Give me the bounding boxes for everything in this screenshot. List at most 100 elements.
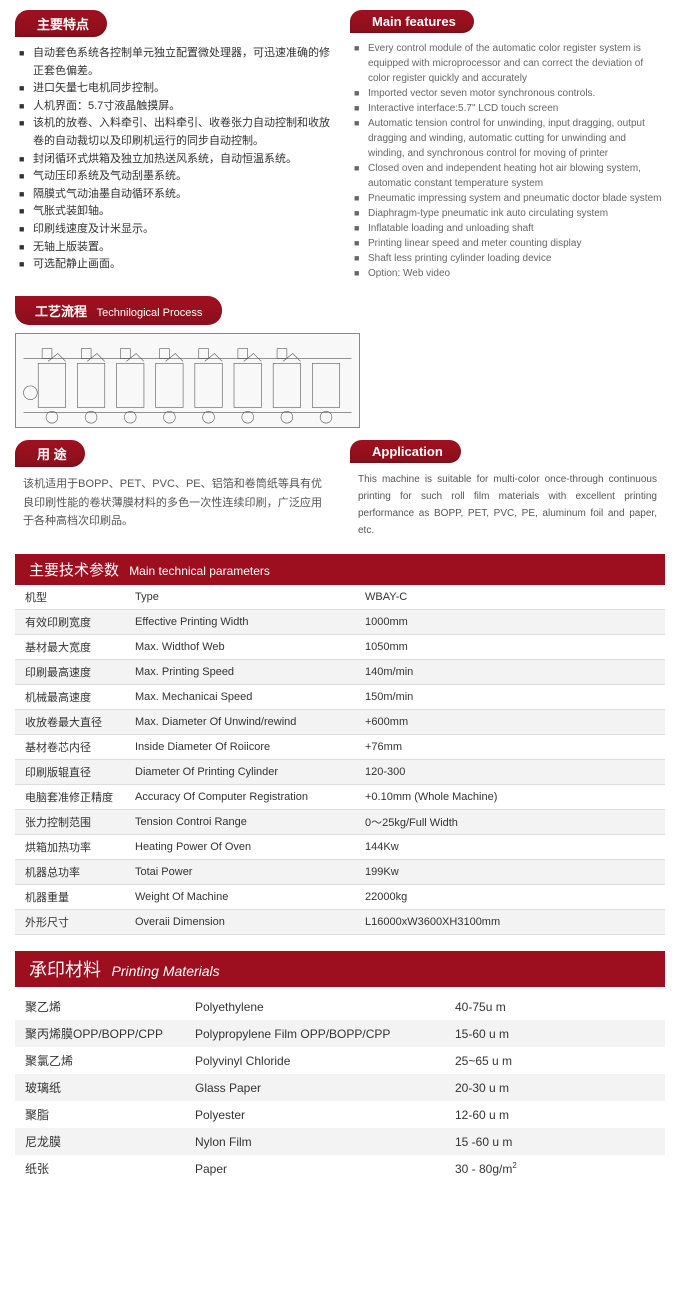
material-cn: 聚乙烯	[15, 993, 185, 1020]
param-row: 烘箱加热功率Heating Power Of Oven144Kw	[15, 835, 665, 860]
material-row: 聚氯乙烯Polyvinyl Chloride25~65 u m	[15, 1047, 665, 1074]
material-row: 聚脂Polyester12-60 u m	[15, 1101, 665, 1128]
process-header-cn: 工艺流程	[35, 304, 87, 319]
param-en: Max. Diameter Of Unwind/rewind	[125, 710, 355, 735]
features-cn-header: 主要特点	[15, 10, 107, 37]
param-row: 外形尺寸Overaii DimensionL16000xW3600XH3100m…	[15, 910, 665, 935]
param-val: 1050mm	[355, 635, 665, 660]
materials-header-cn: 承印材料	[29, 960, 101, 980]
param-en: Max. Printing Speed	[125, 660, 355, 685]
material-cn: 玻璃纸	[15, 1074, 185, 1101]
feature-en-item: Shaft less printing cylinder loading dev…	[354, 251, 665, 266]
param-val: 1000mm	[355, 610, 665, 635]
param-en: Max. Mechanicai Speed	[125, 685, 355, 710]
feature-cn-item: 隔膜式气动油墨自动循环系统。	[19, 186, 330, 204]
application-text: This machine is suitable for multi-color…	[350, 471, 665, 539]
material-en: Polyethylene	[185, 993, 445, 1020]
param-val: 22000kg	[355, 885, 665, 910]
param-row: 收放卷最大直径Max. Diameter Of Unwind/rewind+60…	[15, 710, 665, 735]
param-val: 140m/min	[355, 660, 665, 685]
material-cn: 纸张	[15, 1155, 185, 1182]
param-row: 印刷最高速度Max. Printing Speed140m/min	[15, 660, 665, 685]
usage-text: 该机适用于BOPP、PET、PVC、PE、铝箔和卷筒纸等具有优良印刷性能的卷状薄…	[15, 475, 330, 531]
product-spec-page: 主要特点 自动套色系统各控制单元独立配置微处理器，可迅速准确的修正套色偏差。进口…	[0, 0, 680, 1192]
material-en: Glass Paper	[185, 1074, 445, 1101]
feature-cn-item: 该机的放卷、入料牵引、出料牵引、收卷张力自动控制和收放卷的自动裁切以及印刷机运行…	[19, 115, 330, 150]
feature-cn-item: 气胀式装卸轴。	[19, 203, 330, 221]
param-row: 机械最高速度Max. Mechanicai Speed150m/min	[15, 685, 665, 710]
material-cn: 聚脂	[15, 1101, 185, 1128]
param-row: 基材最大宽度Max. Widthof Web1050mm	[15, 635, 665, 660]
param-val: WBAY-C	[355, 585, 665, 610]
param-cn: 印刷最高速度	[15, 660, 125, 685]
material-row: 聚乙烯Polyethylene40-75u m	[15, 993, 665, 1020]
param-row: 张力控制范围Tension Controi Range0～25kg/Full W…	[15, 810, 665, 835]
param-val: 120-300	[355, 760, 665, 785]
param-val: +76mm	[355, 735, 665, 760]
process-diagram	[15, 333, 360, 428]
materials-header-en: Printing Materials	[112, 963, 220, 979]
usage-cn-col: 用 途 该机适用于BOPP、PET、PVC、PE、铝箔和卷筒纸等具有优良印刷性能…	[15, 440, 330, 539]
param-en: Totai Power	[125, 860, 355, 885]
param-row: 基材卷芯内径Inside Diameter Of Roiicore+76mm	[15, 735, 665, 760]
materials-header: 承印材料 Printing Materials	[15, 951, 665, 987]
features-en-col: Main features Every control module of th…	[350, 10, 665, 281]
feature-cn-item: 进口矢量七电机同步控制。	[19, 80, 330, 98]
material-row: 聚丙烯膜OPP/BOPP/CPPPolypropylene Film OPP/B…	[15, 1020, 665, 1047]
material-en: Polyvinyl Chloride	[185, 1047, 445, 1074]
param-row: 机器重量Weight Of Machine22000kg	[15, 885, 665, 910]
param-val: 144Kw	[355, 835, 665, 860]
params-header-en: Main technical parameters	[129, 564, 270, 578]
param-en: Type	[125, 585, 355, 610]
feature-cn-item: 人机界面：5.7寸液晶触摸屏。	[19, 98, 330, 116]
params-header-cn: 主要技术参数	[29, 562, 119, 579]
param-cn: 电脑套准修正精度	[15, 785, 125, 810]
material-val: 30 - 80g/m2	[445, 1155, 665, 1182]
feature-cn-item: 可选配静止画面。	[19, 256, 330, 274]
machine-line-drawing-icon	[16, 334, 359, 427]
material-cn: 尼龙膜	[15, 1128, 185, 1155]
param-val: 0～25kg/Full Width	[355, 810, 665, 835]
feature-en-item: Automatic tension control for unwinding,…	[354, 116, 665, 161]
material-en: Polyester	[185, 1101, 445, 1128]
usage-section: 用 途 该机适用于BOPP、PET、PVC、PE、铝箔和卷筒纸等具有优良印刷性能…	[15, 440, 665, 539]
param-cn: 机器重量	[15, 885, 125, 910]
param-row: 有效印刷宽度Effective Printing Width1000mm	[15, 610, 665, 635]
features-cn-list: 自动套色系统各控制单元独立配置微处理器，可迅速准确的修正套色偏差。进口矢量七电机…	[15, 45, 330, 274]
process-header: 工艺流程 Technilogical Process	[15, 296, 222, 325]
param-val: +600mm	[355, 710, 665, 735]
param-cn: 基材卷芯内径	[15, 735, 125, 760]
param-en: Effective Printing Width	[125, 610, 355, 635]
material-en: Paper	[185, 1155, 445, 1182]
params-header: 主要技术参数 Main technical parameters	[15, 554, 665, 585]
feature-cn-item: 自动套色系统各控制单元独立配置微处理器，可迅速准确的修正套色偏差。	[19, 45, 330, 80]
material-row: 玻璃纸Glass Paper20-30 u m	[15, 1074, 665, 1101]
param-cn: 机器总功率	[15, 860, 125, 885]
feature-en-item: Option: Web video	[354, 266, 665, 281]
feature-en-item: Printing linear speed and meter counting…	[354, 236, 665, 251]
material-en: Nylon Film	[185, 1128, 445, 1155]
feature-en-item: Closed oven and independent heating hot …	[354, 161, 665, 191]
param-row: 机型TypeWBAY-C	[15, 585, 665, 610]
param-cn: 印刷版辊直径	[15, 760, 125, 785]
feature-cn-item: 印刷线速度及计米显示。	[19, 221, 330, 239]
param-cn: 基材最大宽度	[15, 635, 125, 660]
feature-en-item: Diaphragm-type pneumatic ink auto circul…	[354, 206, 665, 221]
process-header-en: Technilogical Process	[97, 307, 203, 319]
material-val: 15-60 u m	[445, 1020, 665, 1047]
process-section: 工艺流程 Technilogical Process	[15, 296, 665, 428]
material-cn: 聚丙烯膜OPP/BOPP/CPP	[15, 1020, 185, 1047]
features-cn-col: 主要特点 自动套色系统各控制单元独立配置微处理器，可迅速准确的修正套色偏差。进口…	[15, 10, 330, 281]
feature-en-item: Inflatable loading and unloading shaft	[354, 221, 665, 236]
feature-en-item: Imported vector seven motor synchronous …	[354, 86, 665, 101]
param-val: +0.10mm (Whole Machine)	[355, 785, 665, 810]
params-table: 机型TypeWBAY-C有效印刷宽度Effective Printing Wid…	[15, 585, 665, 935]
param-en: Overaii Dimension	[125, 910, 355, 935]
application-col: Application This machine is suitable for…	[350, 440, 665, 539]
feature-en-item: Pneumatic impressing system and pneumati…	[354, 191, 665, 206]
material-val: 12-60 u m	[445, 1101, 665, 1128]
param-cn: 外形尺寸	[15, 910, 125, 935]
param-en: Max. Widthof Web	[125, 635, 355, 660]
material-val: 40-75u m	[445, 993, 665, 1020]
application-header: Application	[350, 440, 461, 463]
